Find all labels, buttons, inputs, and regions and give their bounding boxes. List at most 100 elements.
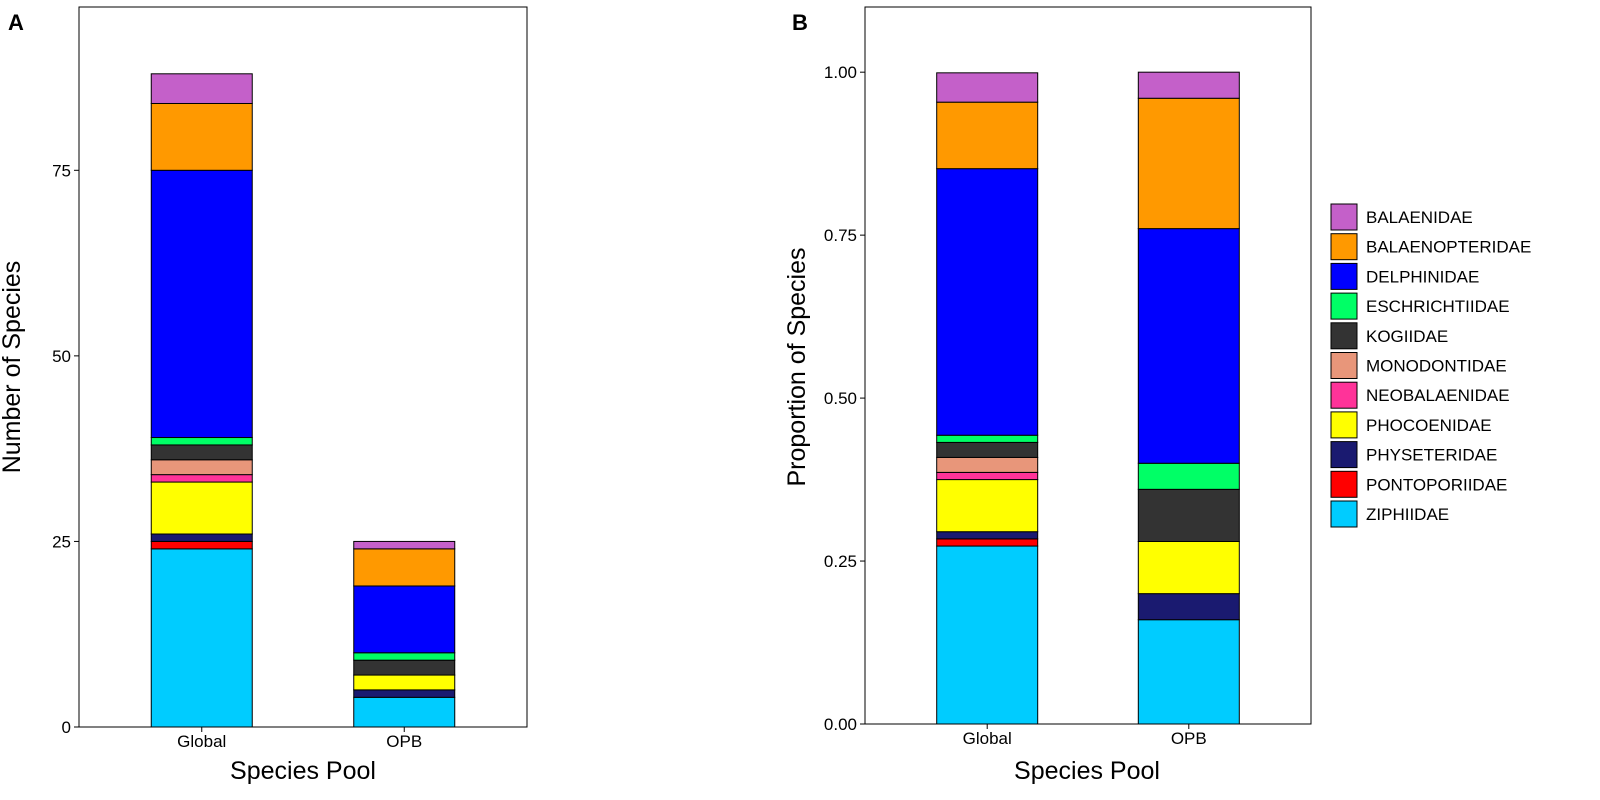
panel-b-bar-opb-ziphiidae <box>1137 619 1240 725</box>
panel-b-bar-global-balaenopteridae <box>936 101 1039 170</box>
panel-a-bar-global-monodontidae <box>150 459 253 476</box>
panel-a-y-tick-label: 0 <box>62 718 71 737</box>
legend-label: PHOCOENIDAE <box>1366 416 1492 435</box>
legend-swatch <box>1330 470 1358 498</box>
panel-b-y-tick-label: 0.25 <box>824 552 857 571</box>
panel-b-bar-global-ziphiidae <box>936 545 1039 725</box>
legend-label: ZIPHIIDAE <box>1366 505 1449 524</box>
panel-b-x-axis-title: Species Pool <box>1014 757 1160 785</box>
panel-a-letter: A <box>8 10 24 35</box>
legend-label: NEOBALAENIDAE <box>1366 386 1510 405</box>
legend-label: PONTOPORIIDAE <box>1366 475 1507 494</box>
legend-item-balaenopteridae: BALAENOPTERIDAE <box>1330 233 1531 261</box>
legend-item-delphinidae: DELPHINIDAE <box>1330 262 1479 290</box>
panel-b-y-tick-label: 1.00 <box>824 63 857 82</box>
legend-swatch <box>1330 411 1358 439</box>
panel-b-bar-opb-balaenidae <box>1137 71 1240 99</box>
panel-a-x-axis: Global OPB <box>177 727 422 751</box>
panel-a-bar-global-balaenidae <box>150 73 253 104</box>
panel-a-bar-global-pontoporiidae <box>150 540 253 550</box>
panel-b-x-axis: Global OPB <box>963 724 1207 748</box>
panel-b-y-tick-label: 0.50 <box>824 389 857 408</box>
legend-swatch <box>1330 441 1358 469</box>
legend-item-ziphiidae: ZIPHIIDAE <box>1330 500 1449 528</box>
panel-a-bar-opb-eschrichtiidae <box>353 652 456 661</box>
panel-a-bar-opb-physeteridae <box>353 689 456 698</box>
panel-a-bar-global-physeteridae <box>150 533 253 542</box>
panel-a-frame <box>78 6 528 728</box>
panel-b-bars <box>936 71 1240 725</box>
panel-b: B 0.00 0.25 0.50 0.75 1.00 Global OPB Species… <box>783 6 1312 785</box>
legend-swatch <box>1330 292 1358 320</box>
legend-swatch <box>1330 381 1358 409</box>
panel-a-bar-opb-phocoenidae <box>353 674 456 691</box>
panel-b-bar-global-neobalaenidae <box>936 471 1039 481</box>
panel-a-bar-global-neobalaenidae <box>150 474 253 483</box>
legend-label: KOGIIDAE <box>1366 327 1448 346</box>
legend: BALAENIDAE BALAENOPTERIDAE DELPHINIDAE ESCH… <box>1330 203 1531 528</box>
panel-a-bar-global-balaenopteridae <box>150 102 253 171</box>
panel-a-bar-global-eschrichtiidae <box>150 437 253 446</box>
legend-item-neobalaenidae: NEOBALAENIDAE <box>1330 381 1510 409</box>
panel-a-y-axis-title: Number of Species <box>0 261 26 474</box>
legend-item-kogiidae: KOGIIDAE <box>1330 322 1448 350</box>
panel-a-bar-opb-delphinidae <box>353 585 456 654</box>
panel-b-y-axis-title: Proportion of Species <box>783 247 811 486</box>
panel-b-bar-opb-delphinidae <box>1137 228 1240 464</box>
legend-swatch <box>1330 233 1358 261</box>
legend-label: MONODONTIDAE <box>1366 357 1507 376</box>
panel-a-y-tick-label: 50 <box>52 347 71 366</box>
panel-b-bar-global-kogiidae <box>936 441 1039 458</box>
panel-b-bar-global-physeteridae <box>936 531 1039 540</box>
panel-b-bar-opb-eschrichtiidae <box>1137 462 1240 490</box>
panel-b-bar-global-delphinidae <box>936 168 1039 436</box>
panel-b-bar-global-balaenidae <box>936 72 1039 103</box>
legend-swatch <box>1330 322 1358 350</box>
panel-b-x-tick-label-opb: OPB <box>1171 729 1207 748</box>
panel-b-bar-opb-balaenopteridae <box>1137 97 1240 230</box>
legend-label: BALAENOPTERIDAE <box>1366 238 1531 257</box>
panel-a-bar-global-phocoenidae <box>150 481 253 535</box>
panel-a-x-tick-label-opb: OPB <box>386 732 422 751</box>
panel-b-bar-global-monodontidae <box>936 456 1039 473</box>
legend-item-pontoporiidae: PONTOPORIIDAE <box>1330 470 1507 498</box>
panel-b-bar-global-phocoenidae <box>936 479 1039 533</box>
legend-swatch <box>1330 352 1358 379</box>
legend-item-monodontidae: MONODONTIDAE <box>1330 352 1507 379</box>
legend-item-physeteridae: PHYSETERIDAE <box>1330 441 1497 469</box>
legend-swatch <box>1330 262 1358 290</box>
panel-a-y-tick-label: 25 <box>52 532 71 551</box>
legend-item-balaenidae: BALAENIDAE <box>1330 203 1473 231</box>
panel-a-x-axis-title: Species Pool <box>230 757 376 785</box>
legend-label: ESCHRICHTIIDAE <box>1366 297 1510 316</box>
panel-a-bar-global-delphinidae <box>150 169 253 439</box>
panel-a-bar-opb-ziphiidae <box>353 696 456 728</box>
legend-label: BALAENIDAE <box>1366 208 1473 227</box>
panel-b-bar-global-eschrichtiidae <box>936 434 1039 443</box>
panel-b-y-tick-label: 0.75 <box>824 226 857 245</box>
legend-swatch <box>1330 500 1358 528</box>
legend-item-eschrichtiidae: ESCHRICHTIIDAE <box>1330 292 1510 320</box>
panel-b-bar-opb-phocoenidae <box>1137 540 1240 595</box>
panel-a-y-tick-label: 75 <box>52 161 71 180</box>
panel-b-y-axis: 0.00 0.25 0.50 0.75 1.00 <box>824 63 865 734</box>
panel-b-bar-global-pontoporiidae <box>936 538 1039 547</box>
legend-label: DELPHINIDAE <box>1366 267 1479 286</box>
panel-b-bar-opb-kogiidae <box>1137 488 1240 543</box>
legend-item-phocoenidae: PHOCOENIDAE <box>1330 411 1492 439</box>
panel-b-bar-opb-physeteridae <box>1137 593 1240 621</box>
panel-b-y-tick-label: 0.00 <box>824 715 857 734</box>
panel-a-bars <box>150 73 456 728</box>
panel-a-bar-opb-kogiidae <box>353 659 456 676</box>
panel-b-x-tick-label-global: Global <box>963 729 1012 748</box>
panel-a-y-axis: 0 25 50 75 <box>52 161 79 737</box>
panel-b-letter: B <box>792 10 808 35</box>
panel-a-bar-global-kogiidae <box>150 444 253 461</box>
panel-b-frame <box>864 6 1312 725</box>
legend-swatch <box>1330 203 1358 231</box>
panel-a-bar-opb-balaenidae <box>353 540 456 550</box>
legend-label: PHYSETERIDAE <box>1366 446 1497 465</box>
panel-a-x-tick-label-global: Global <box>177 732 226 751</box>
panel-a-bar-global-ziphiidae <box>150 548 253 728</box>
